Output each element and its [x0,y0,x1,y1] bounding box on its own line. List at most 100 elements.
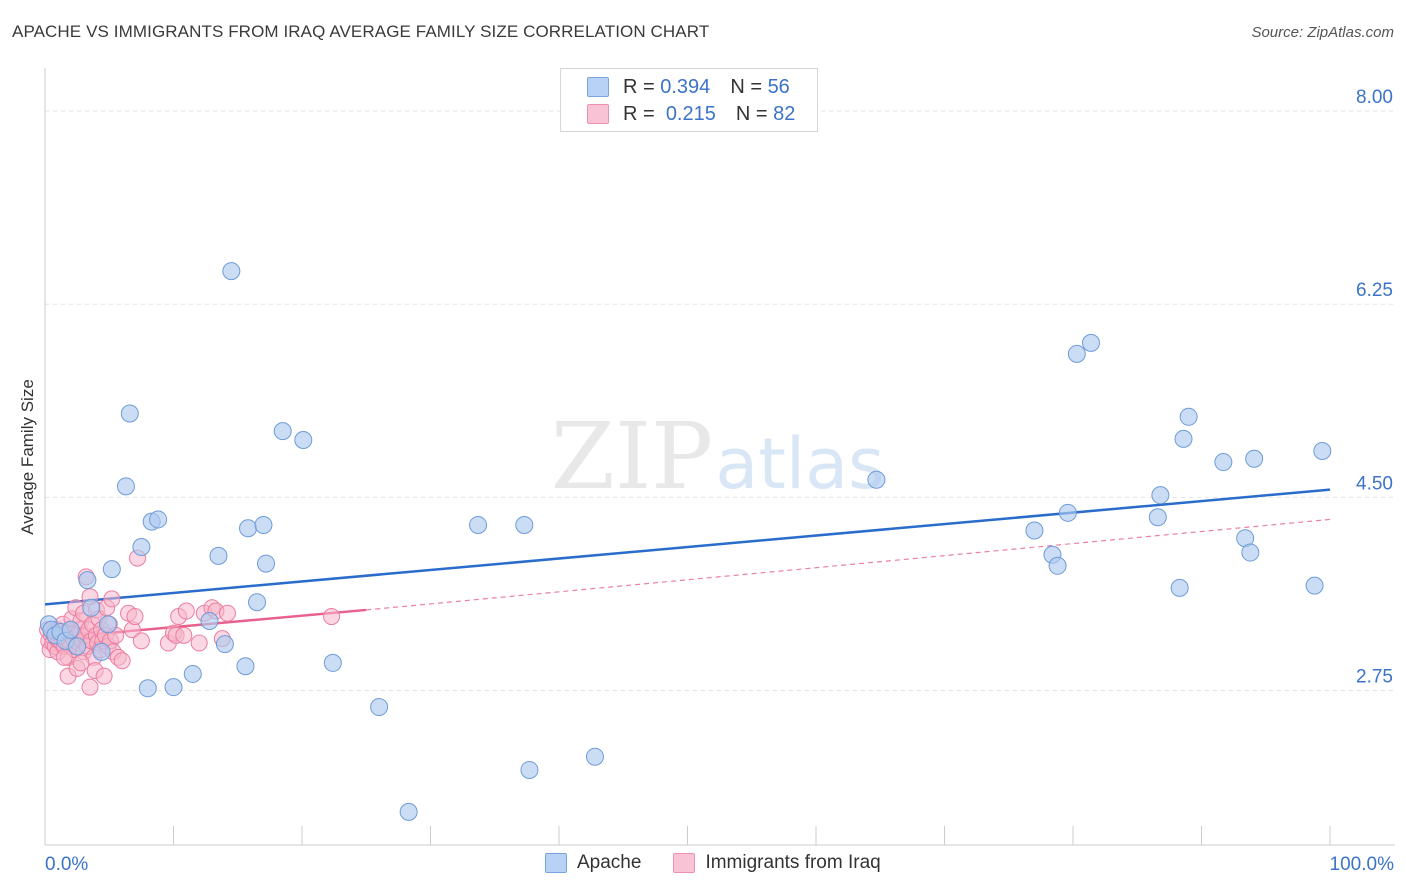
watermark-atlas: atlas [715,423,884,505]
correlation-legend: R = 0.394 N = 56 R = 0.215 N = 82 [560,68,818,132]
apache-point [254,515,273,534]
iraq-point [323,608,341,626]
legend-n-value: 82 [773,102,796,125]
apache-point [1241,543,1260,562]
legend-n-label: N = [735,102,768,125]
apache-point [323,653,342,672]
axis-labels: 2.75 4.50 6.25 8.00 0.0% 100.0% Average Family… [18,87,1394,875]
legend-label-iraq: Immigrants from Iraq [705,852,881,873]
watermark-zip: ZIP [551,403,713,510]
apache-point [102,560,121,579]
apache-point [132,538,151,557]
apache-swatch [545,853,567,873]
apache-point [273,422,292,441]
apache-point [183,664,202,683]
apache-point [399,802,418,821]
apache-point [1245,449,1264,468]
grid-lines [45,110,1395,691]
iraq-point [218,604,236,622]
y-tick-label: 6.25 [1356,280,1393,301]
legend-row-iraq: R = 0.215 N = 82 [587,102,795,126]
legend-r-value: 0.394 [660,75,711,98]
x-tick-label-max: 100.0% [1330,854,1395,875]
apache-point [200,611,219,630]
apache-point [61,620,80,639]
apache-point [1151,486,1170,505]
iraq-point [103,590,121,608]
apache-point [78,571,97,590]
iraq-swatch [587,104,609,124]
legend-item-iraq: Immigrants from Iraq [673,852,881,874]
apache-point [138,679,157,698]
apache-point [82,598,101,617]
apache-point [1067,344,1086,363]
y-tick-label: 4.50 [1356,473,1393,494]
iraq-swatch [673,853,696,873]
legend-r-label: R = [623,75,655,98]
y-tick-label: 8.00 [1356,87,1393,108]
apache-swatch [587,77,609,97]
legend-n-value: 56 [767,75,790,98]
apache-point [68,637,87,656]
iraq-point [132,632,150,650]
iraq-point [55,648,73,666]
apache-point [248,593,267,612]
iraq-point [190,634,208,652]
series-apache [39,262,1332,821]
iraq-point [81,678,99,696]
apache-trend-line [44,488,1331,606]
iraq-point [113,652,131,670]
chart-title: APACHE VS IMMIGRANTS FROM IRAQ AVERAGE F… [12,22,710,41]
apache-point [215,635,234,654]
apache-point [1148,508,1167,527]
apache-point [239,519,258,538]
y-tick-label: 2.75 [1356,666,1393,687]
apache-point [1058,503,1077,522]
iraq-point [175,626,193,644]
apache-point [1174,429,1193,448]
apache-point [257,554,276,573]
watermark: ZIP atlas [551,403,885,510]
apache-point [116,477,135,496]
apache-point [520,760,539,779]
apache-point [92,642,111,661]
apache-point [294,430,313,449]
apache-point [149,510,168,529]
legend-n-label: N = [730,75,762,98]
apache-point [1081,333,1100,352]
apache-point [1179,407,1198,426]
legend-r-value: 0.215 [665,102,716,125]
apache-point [1170,578,1189,597]
apache-point [515,515,534,534]
apache-point [222,262,241,281]
apache-point [164,678,183,697]
legend-row-apache: R = 0.394 N = 56 [587,75,790,99]
apache-point [1313,442,1332,461]
apache-point [585,747,604,766]
apache-point [1025,521,1044,540]
legend-r-label: R = [623,102,655,125]
apache-point [209,546,228,565]
apache-point [469,515,488,534]
apache-point [120,404,139,423]
iraq-point [126,608,144,626]
iraq-point [95,667,113,685]
apache-point [98,615,117,634]
iraq-point [72,654,90,672]
apache-point [1214,453,1233,472]
series-legend: Apache Immigrants from Iraq [545,852,913,874]
apache-point [1048,556,1067,575]
axes [44,68,1395,846]
legend-label-apache: Apache [577,852,642,873]
trend-lines [44,488,1331,640]
apache-point [1305,576,1324,595]
apache-point [370,698,389,717]
apache-point [867,470,886,489]
source-label: Source: ZipAtlas.com [1251,24,1394,41]
y-axis-title: Average Family Size [18,379,37,535]
apache-point [236,657,255,676]
legend-item-apache: Apache [545,852,641,874]
iraq-point [177,602,195,620]
x-tick-label-min: 0.0% [45,854,88,875]
